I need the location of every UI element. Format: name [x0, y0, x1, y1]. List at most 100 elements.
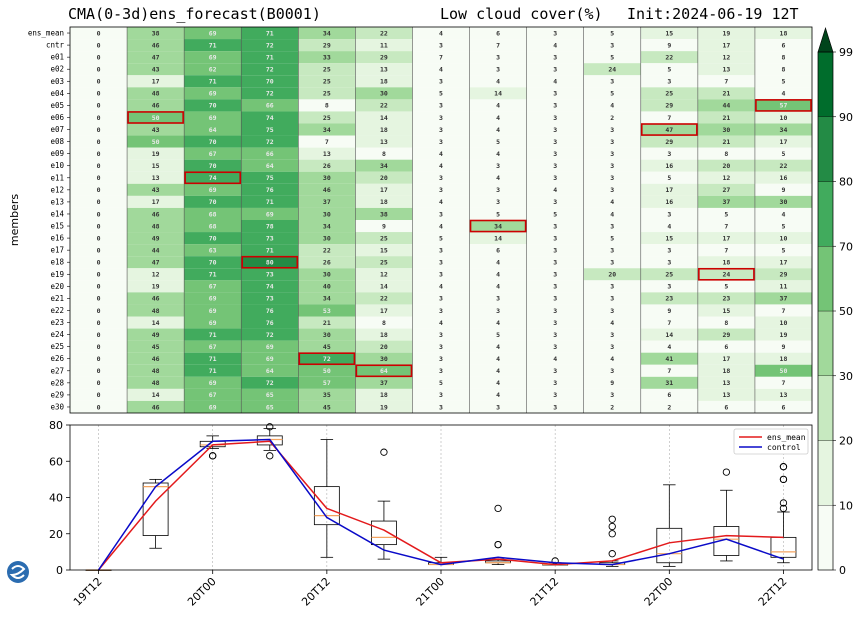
cell-value: 3: [553, 114, 557, 122]
cell-value: 3: [439, 186, 443, 194]
heatmap-cell: [355, 111, 413, 124]
row-label: e21: [50, 294, 64, 303]
heatmap-cell: [697, 352, 755, 365]
cell-value: 4: [496, 355, 500, 363]
cell-value: 3: [553, 283, 557, 291]
heatmap-cell: [697, 220, 755, 233]
heatmap-cell: [640, 195, 698, 208]
heatmap-cell: [127, 220, 185, 233]
colorbar-segment: [817, 181, 834, 247]
heatmap-cell: [697, 123, 755, 136]
heatmap-cell: [412, 39, 470, 52]
cell-value: 14: [494, 90, 502, 98]
heatmap-cell: [127, 63, 185, 76]
cell-value: 70: [209, 198, 217, 206]
heatmap-cell: [298, 183, 356, 196]
heatmap-cell: [412, 159, 470, 172]
heatmap-cell: [184, 292, 242, 305]
heatmap-cell: [754, 51, 812, 64]
cell-value: 48: [152, 367, 160, 375]
heatmap-cell: [640, 400, 698, 413]
heatmap-cell: [355, 135, 413, 148]
heatmap-cell: [298, 75, 356, 88]
cell-value: 38: [152, 29, 160, 37]
cell-value: 23: [665, 295, 673, 303]
cell-value: 6: [782, 41, 786, 49]
cell-value: 6: [496, 29, 500, 37]
heatmap-cell: [241, 352, 299, 365]
heatmap-cell: [127, 207, 185, 220]
cell-value: 7: [782, 307, 786, 315]
heatmap-cell: [184, 244, 242, 257]
cell-value: 43: [152, 126, 160, 134]
heatmap-cell: [298, 51, 356, 64]
heatmap-cell: [754, 27, 812, 40]
heatmap-cell: [526, 147, 584, 160]
cell-value: 5: [439, 90, 443, 98]
y-axis-label: members: [8, 194, 21, 246]
cell-value: 0: [97, 283, 101, 291]
row-label: e23: [50, 318, 64, 327]
cell-value: 67: [209, 343, 217, 351]
heatmap-cell: [526, 135, 584, 148]
heatmap-cell: [184, 207, 242, 220]
box-outlier: [209, 452, 217, 460]
cell-value: 5: [439, 234, 443, 242]
cell-value: 3: [439, 295, 443, 303]
heatmap-cell: [754, 304, 812, 317]
heatmap-cell: [583, 75, 641, 88]
heatmap-cell: [127, 111, 185, 124]
cell-value: 46: [152, 210, 160, 218]
heatmap-cell: [640, 99, 698, 112]
cell-value: 7: [439, 53, 443, 61]
heatmap-cell: [469, 376, 527, 389]
cell-value: 3: [496, 186, 500, 194]
heatmap-cell: [241, 256, 299, 269]
heatmap-cell: [127, 232, 185, 245]
cell-value: 4: [439, 66, 443, 74]
heatmap-cell: [241, 376, 299, 389]
heatmap-cell: [184, 352, 242, 365]
heatmap-cell: [70, 292, 128, 305]
cell-value: 78: [266, 222, 274, 230]
heatmap-cell: [583, 376, 641, 389]
heatmap-cell: [298, 280, 356, 293]
cell-value: 6: [496, 246, 500, 254]
heatmap-cell: [355, 87, 413, 100]
cell-value: 70: [209, 102, 217, 110]
heatmap-cell: [469, 63, 527, 76]
heatmap-cell: [412, 244, 470, 257]
x-tick-label: 19T12: [71, 575, 105, 609]
cell-value: 65: [266, 391, 274, 399]
heatmap-cell: [412, 340, 470, 353]
cell-value: 47: [152, 259, 160, 267]
cell-value: 3: [439, 367, 443, 375]
heatmap-cell: [640, 316, 698, 329]
cell-value: 19: [380, 403, 388, 411]
heatmap-cell: [241, 135, 299, 148]
heatmap-cell: [70, 51, 128, 64]
heatmap-cell: [526, 388, 584, 401]
cell-value: 76: [266, 319, 274, 327]
cell-value: 5: [553, 210, 557, 218]
cell-value: 8: [325, 102, 329, 110]
cell-value: 19: [780, 331, 788, 339]
heatmap-cell: [697, 388, 755, 401]
cell-value: 72: [266, 41, 274, 49]
cell-value: 48: [152, 90, 160, 98]
heatmap-cell: [640, 183, 698, 196]
row-label: e17: [50, 246, 64, 255]
cell-value: 43: [152, 66, 160, 74]
cell-value: 71: [266, 29, 274, 37]
cell-value: 0: [97, 246, 101, 254]
cell-value: 5: [496, 331, 500, 339]
cell-value: 14: [665, 331, 673, 339]
heatmap-cell: [127, 292, 185, 305]
heatmap-cell: [412, 87, 470, 100]
heatmap-cell: [241, 171, 299, 184]
heatmap-cell: [640, 159, 698, 172]
cell-value: 69: [209, 29, 217, 37]
heatmap-cell: [184, 220, 242, 233]
heatmap-cell: [241, 147, 299, 160]
cell-value: 4: [667, 222, 671, 230]
